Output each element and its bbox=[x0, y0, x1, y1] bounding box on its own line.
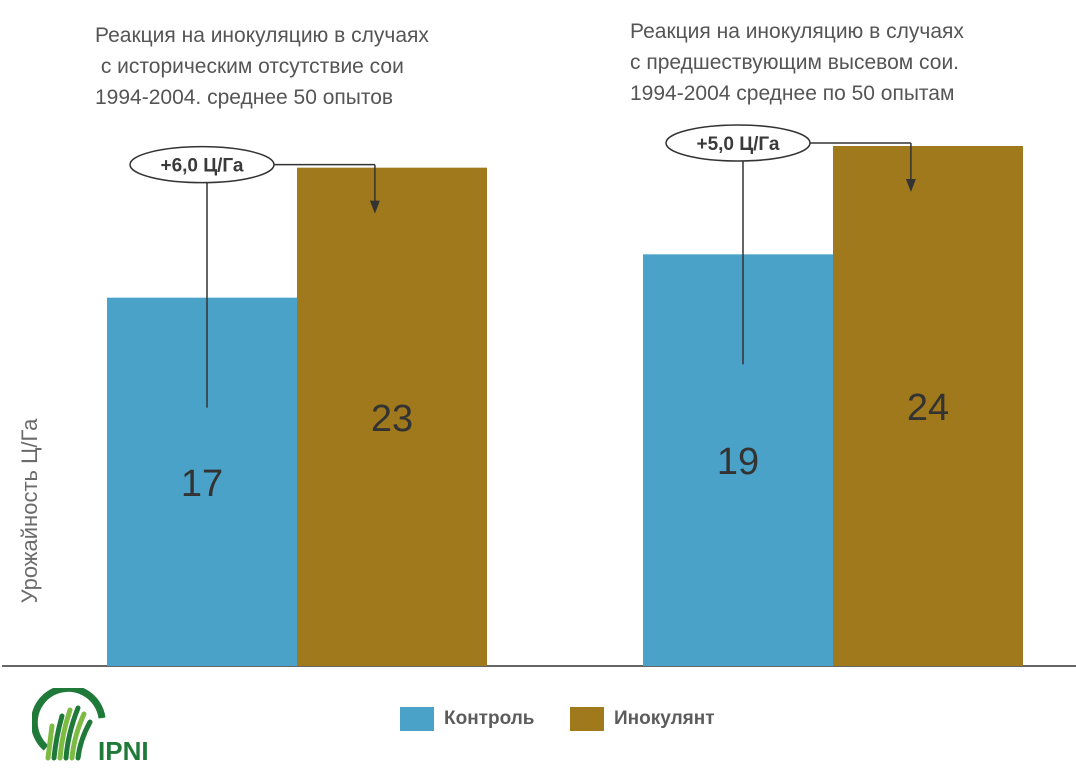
callout-ellipse bbox=[129, 145, 275, 184]
legend-label-inoculant: Инокулянт bbox=[614, 708, 715, 729]
difference-callout-1: +6,0 Ц/Га bbox=[129, 145, 380, 408]
bars-layer: 17 23 19 24 bbox=[107, 146, 1023, 667]
difference-callout-2: +5,0 Ц/Га bbox=[665, 124, 916, 365]
logo-arc bbox=[32, 688, 106, 751]
ipni-logo: IPNI bbox=[32, 688, 149, 766]
bar-inoculant-1 bbox=[297, 167, 487, 666]
value-label-control-2: 19 bbox=[717, 441, 759, 483]
legend-label-control: Контроль bbox=[444, 708, 535, 729]
bar-control-1 bbox=[107, 297, 298, 666]
callout-text: +6,0 Ц/Га bbox=[160, 156, 243, 177]
callout-arrow-icon bbox=[369, 200, 380, 214]
legend-item-control: Контроль bbox=[400, 705, 534, 733]
callout-text: +5,0 Ц/Га bbox=[696, 134, 779, 155]
callout-ellipse bbox=[665, 124, 811, 162]
legend-swatch-control bbox=[400, 707, 434, 731]
logo-grass-blade bbox=[63, 705, 81, 761]
logo-grass-blade bbox=[45, 723, 55, 761]
logo-grass-blade bbox=[51, 713, 65, 761]
logo-grass-icon bbox=[45, 705, 93, 761]
value-label-control-1: 17 bbox=[181, 463, 223, 505]
legend-swatch-inoculant bbox=[570, 707, 604, 731]
value-label-inoculant-1: 23 bbox=[371, 398, 413, 440]
group-title-2: Реакция на инокуляцию в случаях с предше… bbox=[630, 20, 964, 105]
y-axis-label: Урожайность Ц/Га bbox=[17, 418, 42, 604]
logo-grass-blade bbox=[69, 711, 87, 761]
callout-arrow-icon bbox=[905, 179, 916, 192]
legend-item-inoculant: Инокулянт bbox=[570, 705, 715, 733]
logo-text: IPNI bbox=[98, 736, 149, 766]
logo-grass-blade bbox=[57, 707, 73, 761]
logo-grass-blade bbox=[75, 719, 93, 761]
bar-control-2 bbox=[643, 254, 834, 667]
bar-inoculant-2 bbox=[833, 146, 1023, 666]
group-title-1: Реакция на инокуляцию в случаях с истори… bbox=[95, 24, 429, 109]
annotations-layer: +6,0 Ц/Га +5,0 Ц/Га bbox=[129, 124, 916, 408]
value-label-inoculant-2: 24 bbox=[907, 387, 949, 429]
